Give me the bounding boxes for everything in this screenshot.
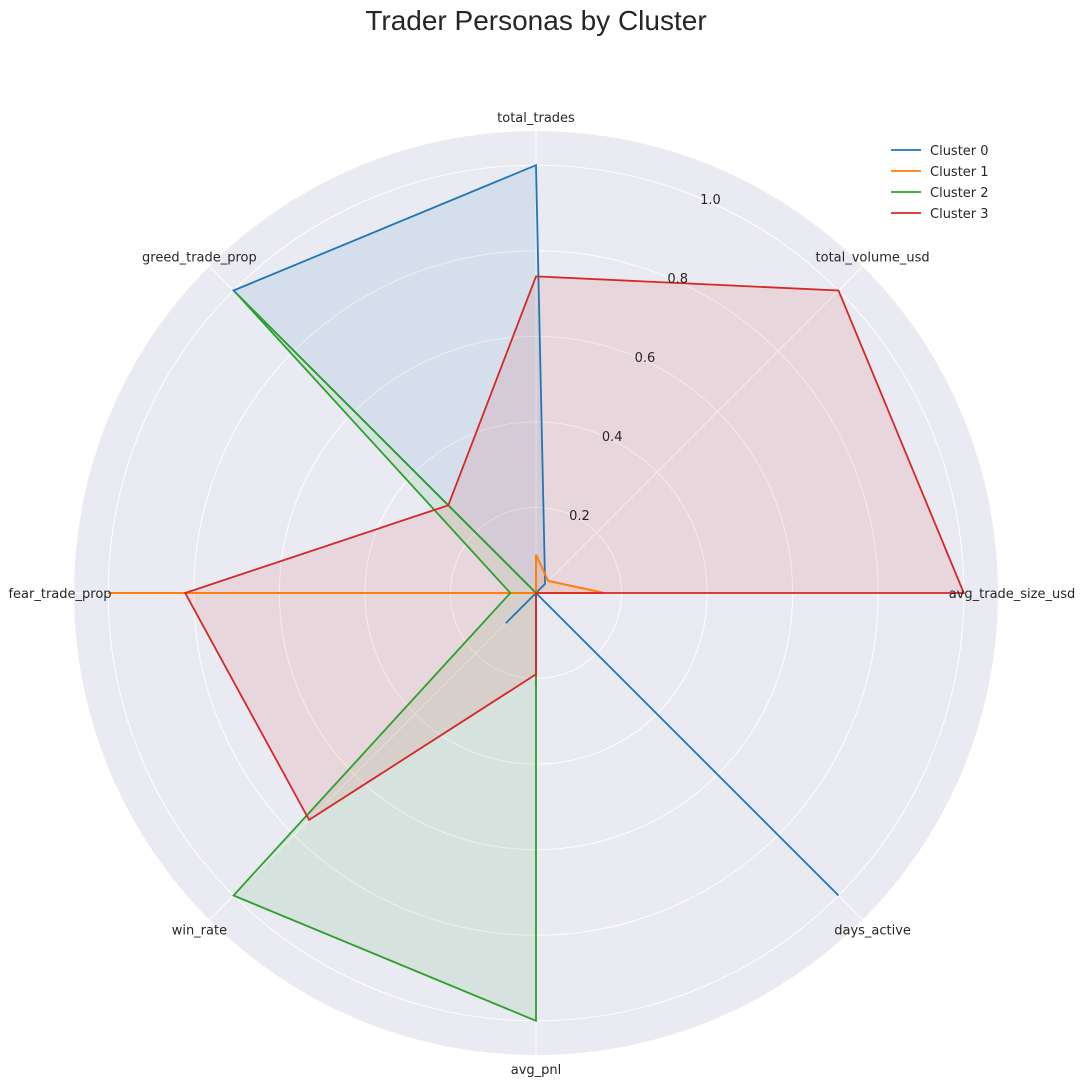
- axis-label-greed_trade_prop: greed_trade_prop: [142, 250, 257, 265]
- radial-tick-labels: 0.2 0.4 0.6 0.8 1.0: [569, 193, 721, 524]
- series-fill-2: [233, 293, 536, 1021]
- axis-label-win_rate: win_rate: [172, 924, 227, 939]
- legend-label-0: Cluster 0: [930, 144, 989, 159]
- axis-label-avg_pnl: avg_pnl: [511, 1063, 562, 1078]
- series-layer: [108, 163, 966, 1023]
- series-fill-0: [233, 165, 839, 896]
- radial-tick-4: 1.0: [700, 193, 721, 208]
- legend: Cluster 0 Cluster 1 Cluster 2 Cluster 3: [891, 144, 989, 222]
- axis-label-total_volume_usd: total_volume_usd: [816, 250, 930, 265]
- legend-label-1: Cluster 1: [930, 165, 989, 180]
- grid-spoke-1: [535, 265, 864, 594]
- axis-label-fear_trade_prop: fear_trade_prop: [8, 587, 111, 602]
- grid-spoke-5: [208, 592, 537, 921]
- legend-label-2: Cluster 2: [930, 186, 989, 201]
- axis-label-total_trades: total_trades: [497, 111, 575, 126]
- radial-tick-0: 0.2: [569, 509, 590, 524]
- axis-label-avg_trade_size_usd: avg_trade_size_usd: [949, 587, 1076, 602]
- series-fill-3: [185, 276, 964, 820]
- legend-label-3: Cluster 3: [930, 207, 989, 222]
- radial-tick-3: 0.8: [667, 272, 688, 287]
- axis-labels: total_trades total_volume_usd avg_trade_si…: [8, 111, 1075, 1078]
- radial-tick-2: 0.6: [635, 351, 656, 366]
- axis-label-days_active: days_active: [834, 924, 911, 939]
- series-line-2: [231, 292, 537, 1023]
- series-line-3: [183, 275, 966, 822]
- radial-tick-1: 0.4: [602, 430, 623, 445]
- chart-title: Trader Personas by Cluster: [365, 5, 706, 36]
- series-line-1: [108, 554, 605, 688]
